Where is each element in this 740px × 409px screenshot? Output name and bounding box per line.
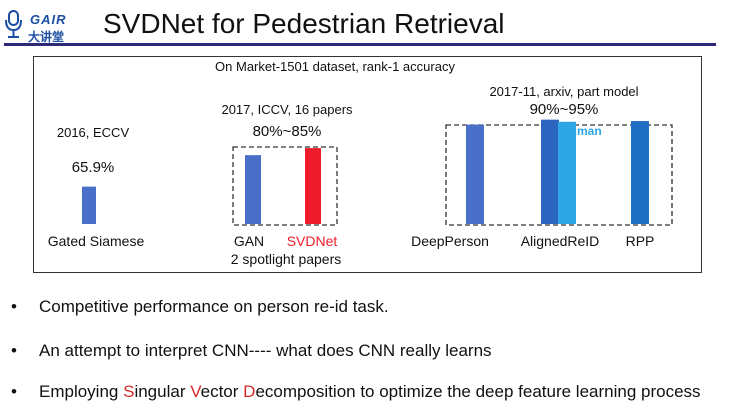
bullet-marker: • (11, 382, 17, 401)
bar (631, 121, 649, 224)
bar-label: AlignedReID (521, 233, 600, 249)
bullet-text-segment: ecomposition to optimize the deep featur… (255, 382, 701, 401)
highlight-letter: D (243, 382, 256, 401)
group-caption: 2017-11, arxiv, part model (489, 84, 638, 99)
page-title: SVDNet for Pedestrian Retrieval (103, 8, 505, 39)
bullet-text-segment: Competitive performance on person re-id … (39, 297, 389, 316)
group-footnote: 2 spotlight papers (231, 251, 342, 267)
bar-annotation: human (562, 124, 601, 138)
bar (558, 121, 576, 224)
bullet-text-segment: An attempt to interpret CNN---- what doe… (39, 341, 492, 360)
group-range-label: 80%~85% (253, 123, 322, 140)
bullet-marker: • (11, 297, 17, 316)
microphone-icon (5, 10, 22, 38)
bar (305, 148, 321, 224)
bar-label: GAN (234, 233, 264, 249)
bar (541, 119, 559, 224)
chart-title: On Market-1501 dataset, rank-1 accuracy (215, 59, 455, 74)
bar-label: DeepPerson (411, 233, 489, 249)
bullet-text-segment: ector (200, 382, 244, 401)
bullet-text: An attempt to interpret CNN---- what doe… (39, 341, 492, 361)
bar (466, 124, 484, 224)
bullet-text-segment: Employing (39, 382, 124, 401)
group-caption: 2016, ECCV (57, 125, 130, 140)
highlight-letter: S (123, 382, 135, 401)
title-divider (4, 43, 716, 46)
group-range-label: 90%~95% (530, 101, 599, 118)
highlight-letter: V (190, 382, 201, 401)
bar-label: SVDNet (287, 233, 338, 249)
group-caption: 2017, ICCV, 16 papers (221, 102, 353, 117)
bar (82, 186, 96, 224)
bar (245, 155, 261, 224)
logo-subtitle: 大讲堂 (28, 30, 65, 44)
gair-logo: GAIR 大讲堂 (4, 6, 70, 46)
bullet-marker: • (11, 341, 17, 360)
dashed-group-box (232, 146, 338, 226)
bar-label: Gated Siamese (48, 233, 145, 249)
logo-wordmark: GAIR (30, 12, 67, 27)
group-range-label: 65.9% (72, 159, 115, 176)
bullet-text: Competitive performance on person re-id … (39, 297, 389, 317)
bullet-text: Employing Singular Vector Decomposition … (39, 382, 701, 402)
bar-label: RPP (626, 233, 655, 249)
chart-frame (33, 56, 702, 273)
bullet-text-segment: ingular (134, 382, 191, 401)
